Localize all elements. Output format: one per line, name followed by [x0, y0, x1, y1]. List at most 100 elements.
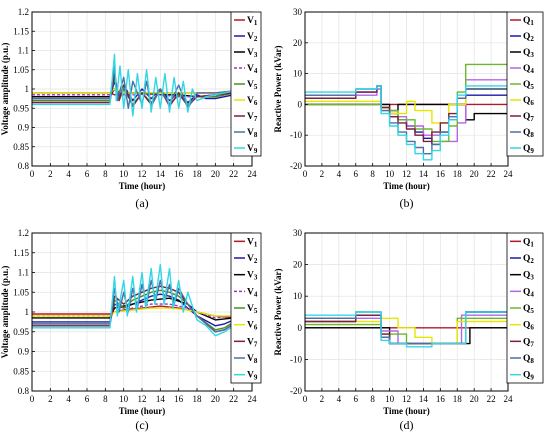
x-tick-label: 12: [402, 394, 411, 404]
x-tick-label: 12: [138, 394, 147, 404]
x-tick-label: 16: [436, 169, 446, 179]
y-tick-label: -10: [290, 130, 302, 140]
legend-entry-v3: V3: [247, 271, 258, 282]
x-tick-label: 12: [402, 169, 411, 179]
y-tick-label: 0.9: [18, 347, 30, 357]
y-tick-label: 1.1: [18, 268, 29, 278]
x-tick-label: 4: [337, 169, 342, 179]
legend-entry-v7: V7: [247, 337, 258, 348]
series-line-v9: [32, 53, 252, 117]
x-tick-label: 22: [229, 394, 238, 404]
legend-entry-q1: Q1: [523, 237, 534, 248]
x-tick-label: 6: [354, 169, 359, 179]
y-tick-label: 20: [293, 38, 303, 48]
x-tick-label: 20: [470, 394, 480, 404]
x-tick-label: 10: [385, 394, 395, 404]
y-tick-label: 0.9: [18, 123, 30, 133]
series-line-v9: [32, 263, 252, 337]
legend-entry-v6: V6: [247, 321, 258, 332]
x-tick-label: 2: [48, 169, 53, 179]
legend-entry-v3: V3: [247, 48, 258, 59]
legend: Q1 Q2 Q3 Q4 Q5 Q6 Q7 Q8 Q9: [506, 232, 544, 384]
legend-entry-q4: Q4: [523, 64, 534, 75]
y-tick-label: 10: [293, 69, 303, 79]
legend-entry-q4: Q4: [523, 287, 534, 298]
legend-entry-v6: V6: [247, 96, 258, 107]
y-tick-label: 1.2: [18, 7, 29, 17]
series-group: [32, 263, 252, 337]
x-tick-label: 2: [320, 169, 325, 179]
x-tick-label: 24: [504, 169, 514, 179]
x-tick-label: 24: [504, 394, 514, 404]
y-tick-label: -10: [290, 354, 302, 364]
x-tick-label: 4: [66, 394, 71, 404]
y-tick-label: 1.05: [13, 65, 29, 75]
x-tick-label: 18: [453, 169, 463, 179]
x-tick-label: 6: [85, 169, 90, 179]
y-tick-label: 0.95: [13, 103, 29, 113]
y-tick-label: -20: [290, 161, 302, 171]
y-tick-label: 1.15: [13, 26, 29, 36]
x-axis-label: Time (hour): [119, 181, 166, 191]
panel-label: (d): [400, 418, 414, 432]
legend-entry-q5: Q5: [523, 80, 534, 91]
y-axis-label: Voltage amplitude (p.u.): [0, 43, 10, 136]
x-tick-label: 18: [453, 394, 463, 404]
legend-entry-v2: V2: [247, 32, 258, 43]
x-tick-label: 0: [303, 169, 308, 179]
y-tick-label: 0: [298, 99, 303, 109]
legend-entry-q1: Q1: [523, 16, 534, 27]
y-tick-label: 20: [293, 260, 303, 270]
legend-entry-q6: Q6: [523, 321, 534, 332]
x-axis-label: Time (hour): [383, 181, 430, 191]
x-tick-label: 16: [174, 169, 184, 179]
legend-entry-q8: Q8: [523, 128, 534, 139]
legend-entry-v2: V2: [247, 254, 258, 265]
y-tick-label: 1: [25, 307, 30, 317]
y-axis-label: Reactive Power (kVar): [273, 269, 283, 356]
y-tick-label: 0.85: [13, 366, 29, 376]
x-tick-label: 10: [385, 169, 395, 179]
x-tick-label: 6: [354, 394, 359, 404]
series-group: [305, 311, 508, 348]
series-group: [32, 53, 252, 117]
x-tick-label: 12: [138, 169, 147, 179]
panel-label: (b): [400, 196, 414, 210]
x-tick-label: 2: [48, 394, 53, 404]
x-axis-label: Time (hour): [119, 406, 166, 416]
y-tick-label: 1.15: [13, 248, 29, 258]
y-tick-label: 1.05: [13, 287, 29, 297]
legend-entry-q3: Q3: [523, 271, 534, 282]
x-tick-label: 22: [229, 169, 238, 179]
x-tick-label: 20: [470, 169, 480, 179]
x-tick-label: 4: [337, 394, 342, 404]
y-tick-label: 30: [293, 228, 303, 238]
x-tick-label: 14: [156, 394, 166, 404]
panel-a: 0 2 4 6 8 10 12 14 16 18 20 22 240.80.850.90.9511.05…: [0, 7, 262, 210]
panel-c: 0 2 4 6 8 10 12 14 16 18 20 22 240.80.850.90.9511.05…: [0, 228, 262, 432]
x-tick-label: 2: [320, 394, 325, 404]
panel-label: (c): [135, 418, 148, 432]
x-tick-label: 16: [174, 394, 184, 404]
legend: V1 V2 V3 V4 V5 V6 V7 V8 V9: [230, 232, 262, 384]
legend-entry-v8: V8: [247, 354, 258, 365]
legend-entry-q8: Q8: [523, 354, 534, 365]
panel-label: (a): [135, 196, 148, 210]
y-tick-label: 0.8: [18, 386, 30, 396]
legend-entry-v4: V4: [247, 64, 258, 75]
x-tick-label: 0: [30, 169, 35, 179]
x-tick-label: 24: [248, 394, 258, 404]
x-tick-label: 8: [370, 169, 375, 179]
legend-entry-v9: V9: [247, 144, 258, 155]
legend-entry-v7: V7: [247, 112, 258, 123]
legend-entry-v5: V5: [247, 80, 258, 91]
x-tick-label: 6: [85, 394, 90, 404]
y-axis-label: Voltage amplitude (p.u.): [0, 266, 10, 359]
x-tick-label: 18: [193, 394, 203, 404]
legend-entry-q9: Q9: [523, 144, 534, 155]
grid: [31, 232, 253, 392]
y-tick-label: 0.8: [18, 161, 30, 171]
x-tick-label: 8: [103, 169, 108, 179]
